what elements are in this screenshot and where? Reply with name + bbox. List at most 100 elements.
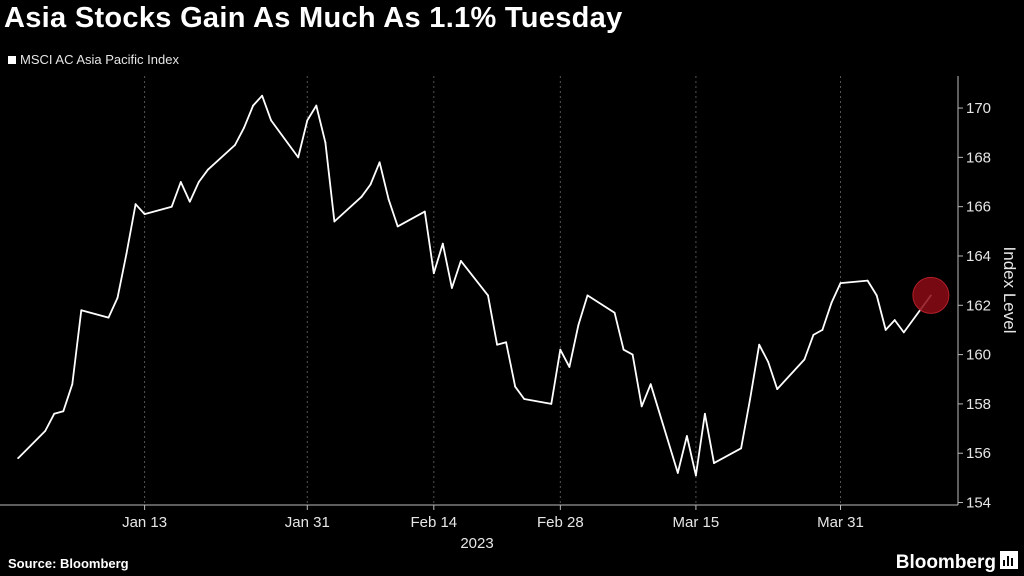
data-point: [360, 195, 363, 198]
data-point: [740, 447, 742, 450]
y-axis-ticks: 154 156 158 160 162 164 166 168 170: [958, 100, 991, 512]
series-group: [17, 94, 932, 477]
data-point: [704, 412, 706, 415]
data-point: [441, 242, 444, 245]
data-point: [577, 324, 580, 326]
data-point: [631, 353, 634, 356]
x-axis-label: 2023: [460, 535, 493, 552]
x-tick-label: Mar 15: [673, 514, 720, 531]
y-tick-label: 166: [966, 199, 991, 216]
y-tick-label: 164: [966, 248, 991, 265]
data-point: [676, 472, 679, 474]
data-point: [324, 141, 327, 144]
y-tick-label: 170: [966, 100, 991, 117]
data-point: [767, 361, 770, 363]
data-point: [586, 294, 589, 297]
data-point: [523, 398, 526, 400]
y-tick-label: 160: [966, 347, 991, 364]
brand-name: Bloomberg: [895, 552, 996, 573]
data-point: [396, 225, 399, 228]
series-line: [17, 94, 932, 477]
legend: MSCI AC Asia Pacific Index: [8, 52, 179, 67]
data-point: [234, 144, 236, 146]
data-point: [243, 126, 245, 129]
y-tick-label: 154: [966, 495, 991, 512]
highlight-marker: [912, 276, 950, 314]
data-point: [622, 348, 625, 351]
data-point: [514, 385, 517, 388]
y-tick-label: 158: [966, 396, 991, 413]
data-point: [134, 203, 137, 206]
data-point: [695, 474, 697, 477]
data-point: [188, 200, 191, 203]
y-tick-label: 162: [966, 297, 991, 314]
data-point: [758, 343, 761, 346]
chart-title: Asia Stocks Gain As Much As 1.1% Tuesday: [4, 2, 623, 34]
x-tick-label: Jan 31: [285, 514, 330, 531]
data-point: [839, 282, 842, 285]
data-point: [297, 156, 300, 159]
data-point: [306, 119, 309, 122]
data-point: [902, 331, 905, 334]
data-point: [496, 343, 498, 346]
data-point: [261, 94, 263, 97]
data-point: [17, 457, 19, 460]
data-point: [206, 168, 209, 171]
data-point: [270, 119, 273, 122]
data-point: [387, 198, 390, 201]
data-point: [170, 205, 173, 208]
data-point: [179, 181, 182, 183]
y-tick-label: 156: [966, 445, 991, 462]
data-point: [640, 405, 643, 408]
data-point: [685, 435, 688, 437]
x-tick-label: Feb 14: [410, 514, 457, 531]
source-note: Source: Bloomberg: [8, 556, 129, 571]
data-point: [749, 398, 752, 400]
x-tick-label: Mar 31: [817, 514, 864, 531]
data-point: [107, 316, 110, 319]
data-point: [460, 260, 462, 262]
y-tick-label: 168: [966, 149, 991, 166]
data-point: [812, 333, 815, 336]
data-point: [143, 213, 146, 215]
data-point: [53, 412, 56, 415]
data-point: [450, 287, 453, 289]
data-point: [378, 161, 381, 164]
data-point: [649, 383, 652, 386]
data-point: [423, 210, 426, 213]
data-point: [613, 311, 616, 314]
data-point: [333, 220, 336, 223]
grid-lines: [144, 76, 842, 505]
x-axis-ticks: Jan 13 Jan 31 Feb 14 Feb 28 Mar 15 Mar 31: [122, 505, 864, 531]
data-point: [866, 279, 869, 282]
data-point: [505, 341, 508, 344]
data-point: [713, 462, 715, 464]
data-point: [893, 319, 896, 321]
data-point: [315, 104, 318, 107]
data-point: [44, 430, 47, 432]
legend-swatch: [8, 55, 16, 64]
data-point: [559, 348, 562, 351]
x-tick-label: Jan 13: [122, 514, 167, 531]
data-point: [62, 410, 65, 413]
legend-label: MSCI AC Asia Pacific Index: [20, 52, 179, 67]
data-point: [875, 294, 878, 297]
data-point: [776, 388, 779, 391]
data-point: [550, 403, 553, 405]
data-point: [487, 294, 489, 297]
data-point: [432, 272, 435, 275]
data-point: [369, 183, 372, 186]
data-point: [568, 366, 571, 368]
data-point: [197, 181, 200, 183]
bloomberg-chart-icon: [1000, 551, 1018, 575]
data-point: [116, 296, 119, 299]
y-axis-label: Index Level: [1000, 247, 1019, 334]
data-point: [830, 301, 833, 304]
data-point: [252, 104, 254, 107]
data-point: [803, 358, 806, 361]
data-point: [125, 252, 128, 255]
data-point: [71, 383, 74, 386]
highlight-group: [912, 276, 950, 314]
data-point: [884, 329, 887, 331]
